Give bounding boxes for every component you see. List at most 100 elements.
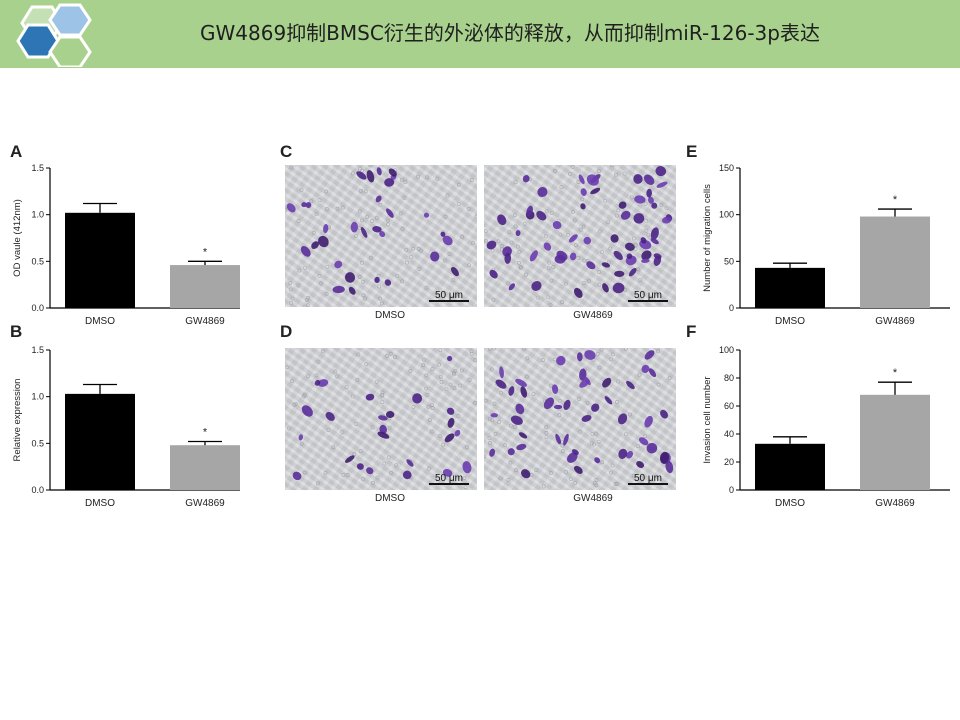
stained-cell — [489, 269, 498, 279]
stained-cell — [591, 403, 600, 412]
membrane-pore — [425, 392, 430, 397]
membrane-pore — [389, 470, 394, 475]
stained-cell — [300, 246, 311, 257]
stained-cell — [311, 241, 319, 249]
y-tick-label: 1.5 — [31, 345, 44, 355]
membrane-pore — [306, 374, 311, 379]
stained-cell — [573, 287, 583, 298]
membrane-pore — [335, 206, 340, 211]
membrane-pore — [594, 478, 599, 482]
membrane-pore — [325, 264, 330, 269]
panel-letter-d: D — [280, 322, 293, 341]
membrane-pore — [388, 351, 393, 356]
membrane-pore — [595, 351, 600, 356]
membrane-pore — [306, 295, 311, 300]
stained-cell — [644, 415, 653, 428]
membrane-pore — [487, 436, 492, 441]
stained-cell — [286, 203, 296, 213]
stained-cell — [366, 170, 375, 183]
membrane-pore — [448, 382, 453, 387]
membrane-pore — [644, 228, 649, 233]
stained-cell — [578, 174, 585, 185]
stained-cell — [636, 461, 645, 468]
membrane-pore — [302, 265, 307, 270]
membrane-pore — [364, 362, 369, 367]
membrane-pore — [370, 425, 375, 430]
stained-cell — [508, 283, 515, 291]
membrane-pore — [613, 481, 618, 486]
membrane-pore — [296, 219, 301, 223]
membrane-pore — [368, 255, 373, 260]
stained-cell — [454, 429, 461, 437]
membrane-pore — [375, 475, 380, 480]
membrane-pore — [395, 273, 400, 278]
micrograph-caption-d-gw4869: GW4869 — [573, 493, 613, 504]
membrane-pore — [488, 440, 492, 445]
membrane-pore — [546, 295, 551, 300]
membrane-pore — [609, 470, 613, 475]
membrane-pore — [452, 385, 457, 390]
membrane-pore — [610, 165, 615, 168]
stained-cell — [552, 220, 562, 230]
membrane-pore — [515, 244, 520, 249]
membrane-pore — [393, 354, 397, 359]
membrane-pore — [314, 373, 319, 378]
membrane-pore — [290, 379, 294, 384]
bar-dmso — [65, 212, 135, 308]
stained-cell — [495, 379, 507, 389]
y-tick-label: 0.5 — [31, 256, 44, 266]
membrane-pore — [497, 419, 502, 424]
membrane-pore — [441, 442, 445, 447]
membrane-pore — [516, 260, 521, 265]
membrane-pore — [524, 374, 529, 379]
membrane-pore — [544, 425, 549, 430]
membrane-pore — [487, 348, 492, 351]
stained-cell — [366, 467, 374, 475]
y-tick-label: 1.5 — [31, 163, 44, 173]
membrane-pore — [353, 234, 358, 238]
stained-cell — [298, 434, 304, 441]
membrane-pore — [591, 442, 596, 447]
stained-cell — [379, 231, 386, 238]
stained-cell — [590, 187, 601, 195]
membrane-pore — [424, 285, 429, 290]
membrane-pore — [289, 300, 294, 305]
membrane-pore — [664, 206, 669, 211]
membrane-pore — [360, 476, 365, 481]
stained-cell — [305, 202, 312, 209]
membrane-pore — [416, 246, 421, 251]
membrane-pore — [411, 404, 416, 409]
membrane-pore — [333, 369, 338, 374]
scale-bar-label: 50 μm — [435, 473, 463, 484]
membrane-pore — [492, 401, 497, 406]
y-tick-label: 100 — [719, 210, 734, 220]
membrane-pore — [473, 358, 477, 362]
stained-cell — [554, 254, 566, 264]
membrane-pore — [581, 280, 586, 285]
membrane-pore — [546, 260, 551, 265]
stained-cell — [325, 412, 335, 421]
membrane-pore — [636, 444, 641, 449]
membrane-pore — [629, 195, 634, 200]
stained-cell — [388, 168, 397, 177]
membrane-pore — [656, 349, 661, 354]
stained-cell — [365, 393, 375, 401]
membrane-pore — [503, 443, 508, 448]
stained-cell — [543, 242, 552, 251]
scale-bar — [429, 300, 469, 302]
membrane-pore — [424, 373, 429, 378]
membrane-pore — [566, 232, 571, 237]
membrane-pore — [466, 207, 471, 211]
membrane-pore — [564, 281, 568, 286]
membrane-pore — [631, 236, 636, 241]
membrane-pore — [314, 211, 319, 216]
x-category-label: GW4869 — [875, 498, 915, 509]
stained-cell — [648, 196, 654, 204]
bar-gw4869 — [170, 265, 240, 308]
stained-cell — [555, 433, 562, 445]
stained-cell — [581, 414, 592, 422]
y-axis-label: Number of migration cells — [702, 184, 713, 292]
stained-cell — [573, 465, 583, 474]
stained-cells — [484, 348, 674, 489]
stained-cell — [489, 448, 496, 457]
